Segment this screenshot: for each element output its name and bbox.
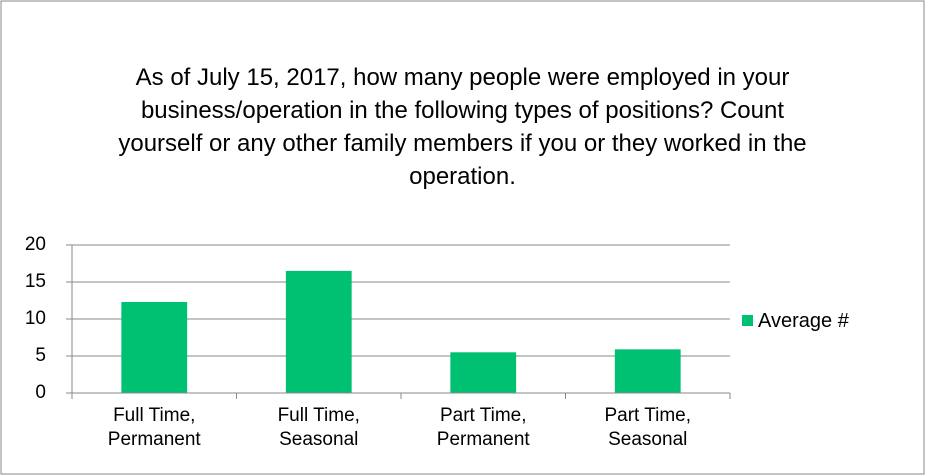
bar	[121, 301, 188, 393]
x-tick-label: Full Time, Permanent	[107, 405, 201, 450]
y-tick-label: 0	[35, 382, 46, 403]
y-tick-label: 5	[35, 345, 46, 366]
x-tick-label: Full Time, Seasonal	[277, 405, 360, 450]
y-tick-label: 15	[25, 271, 46, 292]
bar	[614, 349, 681, 393]
bar	[450, 352, 517, 393]
y-tick-label: 10	[25, 308, 46, 329]
legend-label: Average #	[758, 310, 849, 332]
bar	[285, 270, 352, 393]
x-tick-label: Part Time, Permanent	[436, 405, 530, 450]
legend-swatch	[742, 315, 753, 326]
x-tick-label: Part Time, Seasonal	[604, 405, 692, 450]
chart-title: As of July 15, 2017, how many people wer…	[118, 64, 807, 190]
y-tick-label: 20	[25, 234, 46, 255]
